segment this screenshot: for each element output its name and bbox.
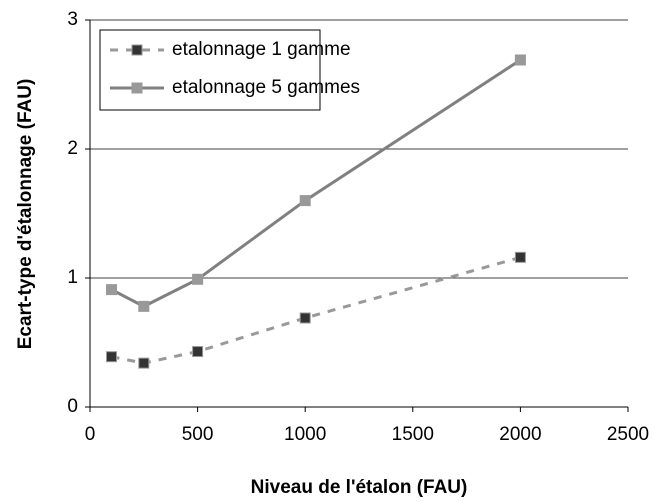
- x-tick-label: 2500: [607, 424, 649, 445]
- y-tick-label: 1: [67, 267, 78, 288]
- x-tick-label: 1500: [392, 424, 434, 445]
- point: [299, 195, 311, 207]
- y-tick-label: 0: [67, 396, 78, 417]
- y-axis-title: Ecart-type d'étalonnage (FAU): [15, 79, 36, 350]
- legend-marker: [131, 44, 143, 56]
- y-tick-label: 2: [67, 138, 78, 159]
- point: [192, 273, 204, 285]
- legend-marker: [131, 82, 143, 94]
- y-tick-label: 3: [67, 9, 78, 30]
- x-axis-title: Niveau de l'étalon (FAU): [251, 477, 468, 498]
- x-tick-label: 1000: [284, 424, 326, 445]
- point: [299, 312, 311, 324]
- x-tick-label: 0: [85, 424, 96, 445]
- point: [514, 54, 526, 66]
- legend-label: etalonnage 5 gammes: [172, 77, 360, 98]
- point: [106, 351, 118, 363]
- series-line: [111, 255, 521, 365]
- point: [106, 284, 118, 296]
- point: [138, 357, 150, 369]
- legend-box: [99, 29, 321, 111]
- x-tick-label: 2000: [499, 424, 541, 445]
- point: [514, 251, 526, 263]
- point: [192, 346, 204, 358]
- x-tick-label: 500: [182, 424, 214, 445]
- point: [138, 300, 150, 312]
- legend-label: etalonnage 1 gamme: [172, 39, 351, 60]
